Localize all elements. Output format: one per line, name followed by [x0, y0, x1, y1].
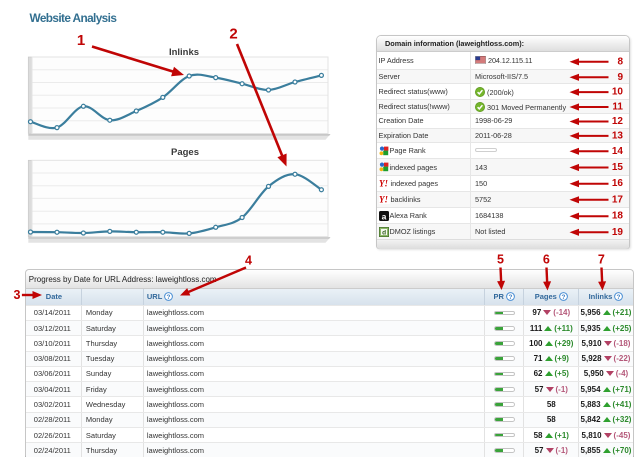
svg-text:6: 6: [543, 253, 550, 267]
svg-text:2: 2: [229, 26, 237, 43]
svg-text:?: ?: [561, 294, 565, 301]
svg-text:?: ?: [508, 294, 512, 301]
svg-text:1: 1: [77, 32, 85, 49]
svg-text:7: 7: [598, 253, 605, 267]
svg-text:Y!: Y!: [379, 195, 388, 204]
svg-text:3: 3: [14, 288, 21, 302]
svg-text:?: ?: [167, 294, 171, 301]
svg-text:?: ?: [617, 294, 621, 301]
svg-text:4: 4: [245, 254, 252, 268]
svg-text:d: d: [382, 229, 386, 236]
svg-text:5: 5: [497, 253, 504, 267]
svg-text:a: a: [381, 211, 386, 221]
svg-text:Y!: Y!: [379, 179, 388, 188]
